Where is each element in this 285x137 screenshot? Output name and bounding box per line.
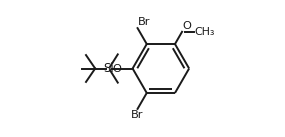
Text: Br: Br: [138, 17, 151, 27]
Text: Br: Br: [131, 110, 143, 120]
Text: O: O: [112, 64, 121, 73]
Text: O: O: [183, 21, 192, 31]
Text: Si: Si: [103, 62, 114, 75]
Text: CH₃: CH₃: [195, 27, 215, 37]
